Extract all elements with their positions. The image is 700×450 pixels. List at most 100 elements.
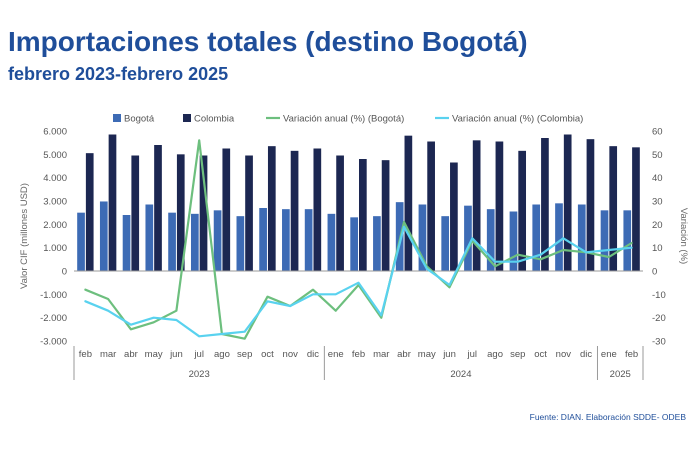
bar-colombia: [586, 139, 595, 271]
year-label: 2025: [610, 369, 631, 380]
bar-colombia: [108, 134, 117, 271]
x-tick-label: dic: [580, 349, 592, 360]
legend-label: Colombia: [194, 114, 235, 125]
x-tick-label: mar: [373, 349, 389, 360]
legend-label: Variación anual (%) (Colombia): [452, 114, 583, 125]
bar-colombia: [518, 150, 527, 271]
bar-colombia: [359, 159, 367, 271]
y-tick-label: 4.000: [43, 173, 67, 184]
y-tick-label: 0: [62, 267, 67, 278]
x-tick-label: ago: [487, 349, 503, 360]
bar-colombia: [404, 135, 413, 271]
y-tick-label: -3.000: [40, 337, 67, 348]
y2-tick-label: 10: [652, 243, 663, 254]
bar-colombia: [427, 141, 435, 271]
bar-bogota: [555, 203, 563, 271]
y2-tick-label: -30: [652, 337, 666, 348]
y2-tick-label: -10: [652, 290, 666, 301]
x-tick-label: jul: [193, 349, 204, 360]
y2-tick-label: -20: [652, 313, 666, 324]
bar-colombia: [381, 160, 390, 271]
chart-subtitle: febrero 2023-febrero 2025: [8, 64, 229, 84]
bar-colombia: [199, 155, 208, 271]
bar-bogota: [77, 212, 85, 271]
y-tick-label: 5.000: [43, 150, 67, 161]
x-tick-label: feb: [79, 349, 92, 360]
y2-tick-label: 60: [652, 127, 663, 138]
bar-bogota: [486, 209, 495, 271]
y-tick-label: 2.000: [43, 220, 67, 231]
x-tick-label: feb: [625, 349, 638, 360]
x-tick-label: abr: [397, 349, 411, 360]
bar-colombia: [131, 155, 140, 271]
bar-colombia: [541, 138, 549, 271]
bar-colombia: [176, 154, 185, 271]
bar-bogota: [259, 208, 267, 271]
bar-colombia: [267, 146, 276, 271]
bar-bogota: [99, 201, 108, 271]
x-tick-label: nov: [556, 349, 572, 360]
bar-colombia: [313, 148, 322, 271]
x-tick-label: jul: [467, 349, 478, 360]
bar-colombia: [472, 140, 481, 271]
bar-bogota: [213, 210, 222, 271]
legend-label: Variación anual (%) (Bogotá): [283, 114, 404, 125]
x-tick-label: ene: [328, 349, 344, 360]
x-tick-label: oct: [261, 349, 274, 360]
bar-bogota: [145, 204, 154, 271]
x-tick-label: ene: [601, 349, 617, 360]
bar-colombia: [222, 148, 231, 271]
bar-bogota: [373, 216, 381, 271]
x-tick-label: oct: [534, 349, 547, 360]
legend-swatch: [113, 114, 121, 122]
source-note: Fuente: DIAN. Elaboración SDDE- ODEB: [529, 412, 686, 422]
x-tick-label: feb: [352, 349, 365, 360]
legend-label: Bogotá: [124, 114, 155, 125]
bar-bogota: [464, 205, 472, 271]
bar-colombia: [563, 134, 572, 271]
line-variacion-colombia: [84, 225, 633, 338]
bar-bogota: [122, 215, 131, 271]
x-tick-label: nov: [283, 349, 299, 360]
y2-tick-label: 30: [652, 197, 663, 208]
bar-bogota: [236, 216, 245, 271]
bar-bogota: [577, 204, 586, 271]
x-tick-label: may: [145, 349, 163, 360]
x-tick-label: dic: [307, 349, 319, 360]
y-tick-label: 1.000: [43, 243, 67, 254]
x-tick-label: sep: [237, 349, 252, 360]
x-tick-label: jun: [169, 349, 183, 360]
y2-tick-label: 0: [652, 267, 657, 278]
x-tick-label: sep: [510, 349, 525, 360]
bar-colombia: [450, 162, 458, 271]
bar-colombia: [632, 147, 640, 271]
bar-bogota: [441, 216, 450, 271]
bar-bogota: [304, 209, 313, 271]
bar-bogota: [600, 210, 609, 271]
x-tick-label: may: [418, 349, 436, 360]
x-tick-label: abr: [124, 349, 138, 360]
year-label: 2023: [189, 369, 210, 380]
bar-colombia: [495, 141, 504, 271]
y2-tick-label: 40: [652, 173, 663, 184]
bar-bogota: [623, 210, 632, 271]
y2-axis-title: Variación (%): [678, 208, 689, 264]
y2-tick-label: 50: [652, 150, 663, 161]
y2-tick-label: 20: [652, 220, 663, 231]
bar-colombia: [85, 153, 94, 271]
bar-bogota: [509, 211, 518, 271]
bar-bogota: [190, 213, 199, 271]
bar-bogota: [282, 209, 290, 271]
y-tick-label: -2.000: [40, 313, 67, 324]
bar-colombia: [290, 150, 299, 271]
year-label: 2024: [450, 369, 471, 380]
legend-swatch: [183, 114, 191, 122]
bar-colombia: [245, 155, 253, 271]
y-axis-title: Valor CIF (millones USD): [19, 183, 30, 289]
x-tick-label: ago: [214, 349, 230, 360]
bar-bogota: [532, 204, 541, 271]
line-variacion-bogota: [84, 139, 633, 340]
bar-colombia: [336, 155, 344, 271]
bar-colombia: [154, 145, 162, 271]
